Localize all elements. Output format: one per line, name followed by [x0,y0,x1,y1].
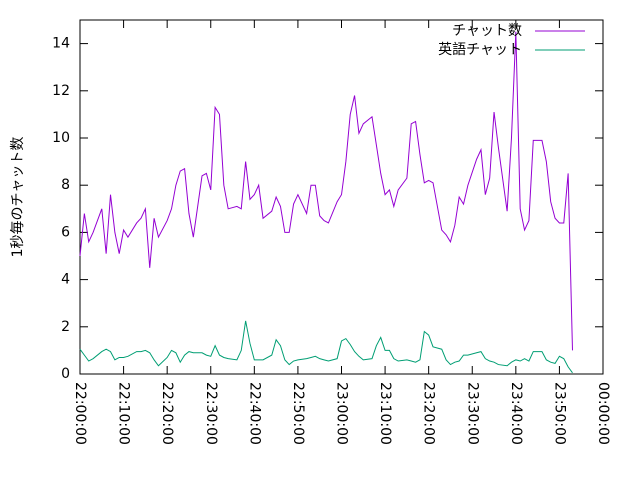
y-tick-label: 2 [61,319,70,335]
x-tick-label: 23:50:00 [551,382,567,445]
series-line [79,31,573,351]
y-tick-label: 14 [52,36,70,52]
y-tick-label: 10 [52,130,70,146]
x-tick-label: 22:10:00 [116,382,132,445]
x-tick-label: 22:40:00 [246,382,262,445]
x-tick-label: 23:00:00 [334,382,350,445]
y-tick-label: 12 [52,83,70,99]
x-tick-label: 22:20:00 [159,382,175,445]
y-tick-label: 0 [61,366,70,382]
x-tick-label: 23:20:00 [421,382,437,445]
series-line [79,320,573,374]
y-tick-label: 4 [61,272,70,288]
x-tick-label: 22:00:00 [72,382,88,445]
x-tick-label: 00:00:00 [595,382,611,445]
y-tick-label: 6 [61,224,70,240]
x-tick-label: 23:10:00 [377,382,393,445]
plot-frame [79,19,604,375]
legend-label: チャット数 [452,23,522,39]
y-axis-label: 1秒毎のチャット数 [10,137,26,258]
x-tick-label: 22:30:00 [203,382,219,445]
legend-label: 英語チャット [438,41,522,58]
x-tick-label: 23:30:00 [464,382,480,445]
y-tick-label: 8 [61,177,70,193]
x-tick-label: 22:50:00 [290,382,306,445]
x-tick-label: 23:40:00 [508,382,524,445]
